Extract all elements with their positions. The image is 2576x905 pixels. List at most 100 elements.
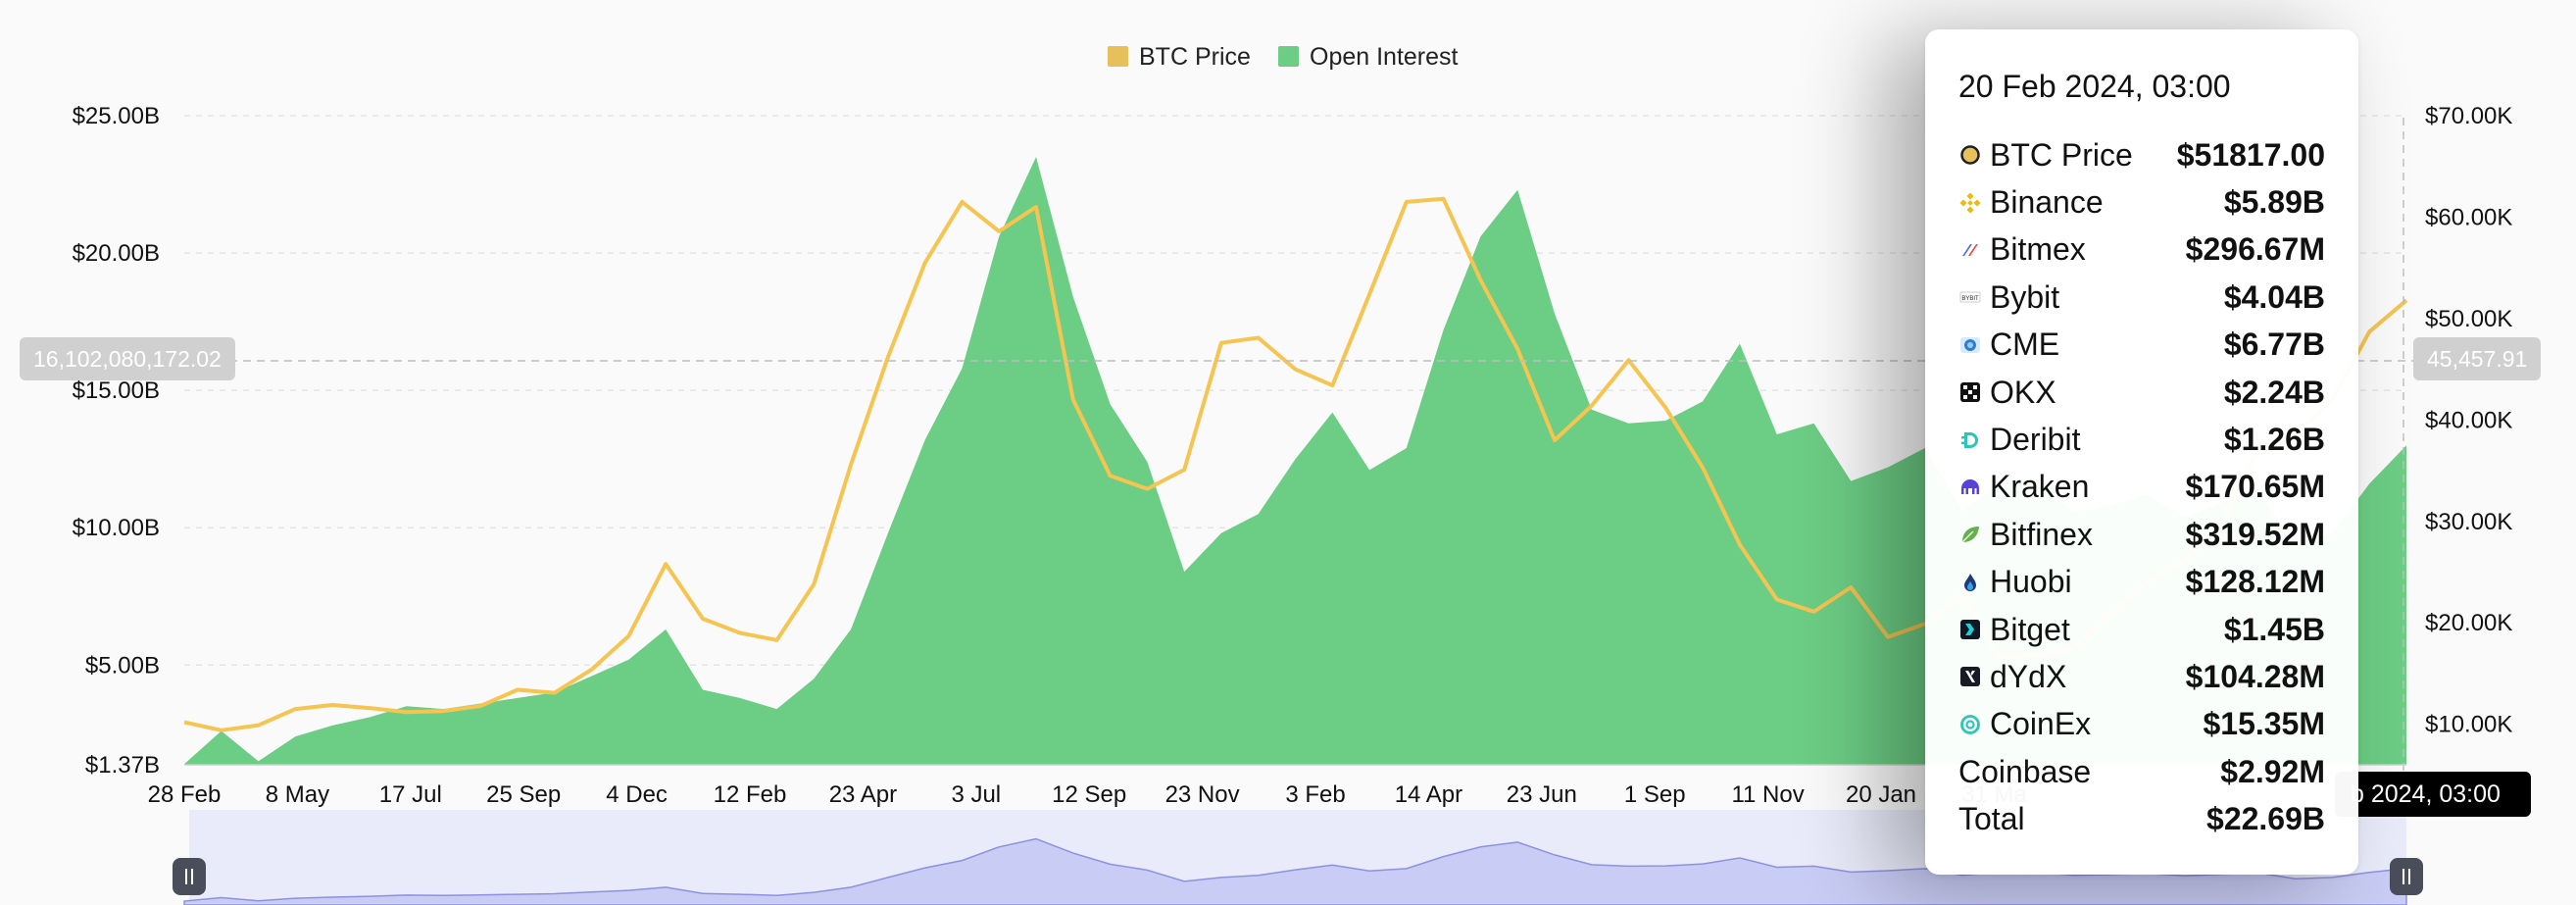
x-tick-label: 23 Jun xyxy=(1507,781,1577,808)
tooltip-row-name: Binance xyxy=(1990,184,2104,221)
tooltip-row-value: $4.04B xyxy=(2223,278,2325,315)
tooltip-row: Deribit $1.26B xyxy=(1958,416,2325,463)
dydx-icon xyxy=(1958,665,1982,688)
tooltip-row-value: $15.35M xyxy=(2203,706,2325,742)
tooltip-row-value: $1.45B xyxy=(2223,611,2325,647)
okx-icon xyxy=(1958,380,1982,404)
y-axis-right: $10.00K $20.00K $30.00K $40.00K $50.00K $60.0… xyxy=(2425,103,2512,738)
tooltip-row: Bitmex $296.67M xyxy=(1958,226,2325,274)
x-tick-label: 4 Dec xyxy=(606,781,668,808)
legend-swatch xyxy=(1278,46,1299,67)
tooltip-row-value: $51817.00 xyxy=(2176,136,2325,173)
tooltip-row-value: $296.67M xyxy=(2185,231,2325,268)
x-tick-label: 23 Apr xyxy=(829,781,897,808)
btc-price-dot-icon xyxy=(1958,143,1982,167)
tooltip-date: 20 Feb 2024, 03:00 xyxy=(1958,69,2231,104)
navigator-handle-right[interactable] xyxy=(2390,858,2423,895)
x-tick-label: 14 Apr xyxy=(1395,781,1462,808)
tooltip-row-name: Bitmex xyxy=(1990,231,2086,268)
x-tick-label: 12 Feb xyxy=(714,781,787,808)
bitfinex-icon xyxy=(1958,523,1982,546)
cme-icon xyxy=(1958,333,1982,357)
open-interest-area xyxy=(184,157,2406,765)
y-left-tick-label: $1.37B xyxy=(85,752,160,779)
x-tick-label: 20 Jan xyxy=(1846,781,1916,808)
deribit-icon xyxy=(1958,428,1982,452)
x-tick-label: 28 Feb xyxy=(148,781,222,808)
y-right-tick-label: $20.00K xyxy=(2425,610,2512,636)
tooltip-row-value: $170.65M xyxy=(2185,469,2325,505)
y-left-tick-label: $5.00B xyxy=(85,652,160,679)
tooltip-row-value: $2.24B xyxy=(2223,374,2325,410)
bitget-icon xyxy=(1958,618,1982,641)
crosshair-time-badge: b 2024, 03:00 xyxy=(2335,772,2531,817)
tooltip-row-name: Kraken xyxy=(1990,469,2090,505)
tooltip-row: dYdX $104.28M xyxy=(1958,653,2325,700)
legend-swatch xyxy=(1108,46,1128,67)
x-tick-label: 25 Sep xyxy=(486,781,561,808)
x-tick-label: 11 Nov xyxy=(1731,781,1804,808)
kraken-icon xyxy=(1958,476,1982,499)
tooltip-row: Coinbase $2.92M xyxy=(1958,748,2325,795)
tooltip-row-name: Bitfinex xyxy=(1990,516,2093,552)
tooltip-row: Bitfinex $319.52M xyxy=(1958,511,2325,558)
y-right-tick-label: $60.00K xyxy=(2425,204,2512,230)
tooltip-row-value: $5.89B xyxy=(2223,184,2325,221)
tooltip-row-value: $128.12M xyxy=(2185,564,2325,600)
tooltip-row-name: Deribit xyxy=(1990,422,2081,458)
tooltip-panel: 20 Feb 2024, 03:00 BTC Price $51817.00 Bin… xyxy=(1925,29,2358,875)
x-tick-label: 12 Sep xyxy=(1052,781,1126,808)
tooltip-row: CME $6.77B xyxy=(1958,322,2325,369)
navigator-series xyxy=(183,837,2407,905)
tooltip-row-value: $2.92M xyxy=(2220,753,2325,789)
x-tick-label: 1 Sep xyxy=(1624,781,1686,808)
tooltip-row-name: Coinbase xyxy=(1958,753,2092,789)
tooltip-row-value: $6.77B xyxy=(2223,327,2325,363)
tooltip-row: BYBIT Bybit $4.04B xyxy=(1958,274,2325,321)
tooltip-row-name: CME xyxy=(1990,327,2060,363)
tooltip-row-name: Huobi xyxy=(1990,564,2072,600)
tooltip-row-name: CoinEx xyxy=(1990,706,2092,742)
tooltip-row: OKX $2.24B xyxy=(1958,369,2325,416)
y-left-tick-label: $20.00B xyxy=(73,240,160,267)
tooltip-row: BTC Price $51817.00 xyxy=(1958,131,2325,178)
legend-item[interactable]: Open Interest xyxy=(1278,43,1459,71)
tooltip-row-value: $1.26B xyxy=(2223,422,2325,458)
tooltip-rows: BTC Price $51817.00 Binance $5.89B Bitmex $29… xyxy=(1958,131,2325,843)
legend[interactable]: BTC Price Open Interest xyxy=(1108,43,1459,71)
y-left-tick-label: $15.00B xyxy=(73,377,160,404)
tooltip-row: Kraken $170.65M xyxy=(1958,464,2325,511)
navigator-handle-left[interactable] xyxy=(173,858,206,895)
tooltip-row: Total $22.69B xyxy=(1958,795,2325,842)
crosshair-right-value: 45,457.91 xyxy=(2413,337,2542,380)
y-right-tick-label: $40.00K xyxy=(2425,407,2512,433)
tooltip-row-name: Total xyxy=(1958,801,2025,837)
legend-label: Open Interest xyxy=(1310,43,1459,71)
navigator-handle-body xyxy=(2390,858,2423,895)
y-left-tick-label: $25.00B xyxy=(73,103,160,129)
tooltip-row: CoinEx $15.35M xyxy=(1958,701,2325,748)
navigator-handle-body xyxy=(173,858,206,895)
tooltip-row: Binance $5.89B xyxy=(1958,178,2325,226)
tooltip-row-name: Bitget xyxy=(1990,611,2070,647)
legend-label: BTC Price xyxy=(1139,43,1251,71)
x-tick-label: 17 Jul xyxy=(379,781,442,808)
y-right-tick-label: $50.00K xyxy=(2425,306,2512,332)
legend-item[interactable]: BTC Price xyxy=(1108,43,1251,71)
tooltip-row-name: Bybit xyxy=(1990,278,2060,315)
y-left-tick-label: $10.00B xyxy=(73,515,160,541)
x-tick-label: 3 Jul xyxy=(951,781,1001,808)
huobi-icon xyxy=(1958,571,1982,594)
tooltip-row-value: $104.28M xyxy=(2185,658,2325,694)
bitmex-icon xyxy=(1958,238,1982,262)
y-right-tick-label: $10.00K xyxy=(2425,712,2512,738)
binance-icon xyxy=(1958,191,1982,215)
y-axis-left: $1.37B $5.00B $10.00B $15.00B $20.00B $25.00B xyxy=(73,103,160,779)
x-tick-label: 23 Nov xyxy=(1165,781,1240,808)
x-tick-label: 3 Feb xyxy=(1285,781,1345,808)
bybit-icon: BYBIT xyxy=(1958,285,1982,309)
tooltip-row: Bitget $1.45B xyxy=(1958,606,2325,653)
svg-text:BYBIT: BYBIT xyxy=(1961,296,1979,302)
tooltip-row-value: $319.52M xyxy=(2185,516,2325,552)
tooltip-row-value: $22.69B xyxy=(2206,801,2325,837)
